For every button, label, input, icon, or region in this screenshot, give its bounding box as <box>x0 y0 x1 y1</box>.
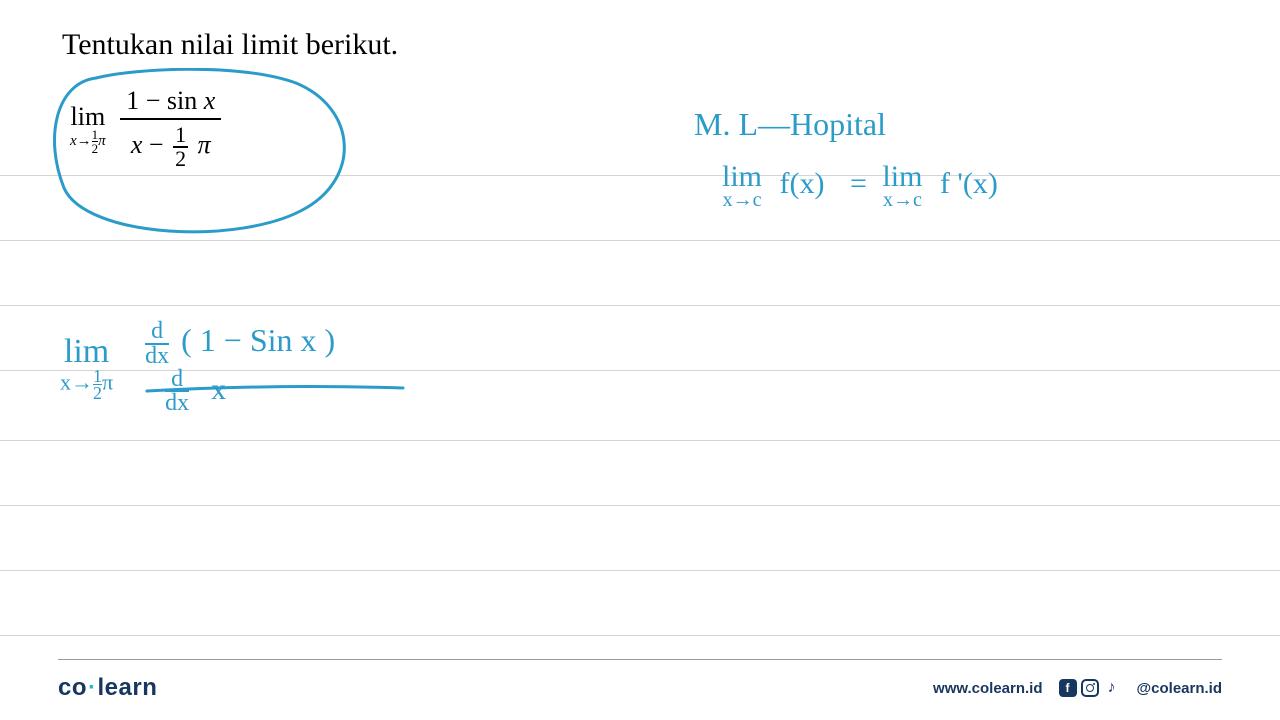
d-den: dx <box>145 343 169 368</box>
work-lim: lim x→12π <box>60 334 113 401</box>
lim-sub-arrow: → <box>77 132 92 148</box>
lim-sub: x→c <box>722 190 762 210</box>
derivative-working: lim x→12π d dx ( 1 − Sin x ) d dx <box>60 320 405 415</box>
half-d: 2 <box>93 384 102 401</box>
fprime: f '(x) <box>940 167 998 200</box>
num-expr: ( 1 − Sin x ) <box>181 322 335 358</box>
half-num: 1 <box>173 124 188 146</box>
page: Tentukan nilai limit berikut. lim x→12π … <box>0 0 1280 720</box>
den-expr: x <box>211 373 226 406</box>
facebook-icon: f <box>1059 679 1077 697</box>
ddx-top: d dx <box>145 320 169 368</box>
logo-learn: learn <box>98 674 158 701</box>
lim-word: lim <box>722 162 762 192</box>
sub-half: 12 <box>93 368 102 401</box>
d-num: d <box>145 320 169 343</box>
half-n: 1 <box>93 368 102 384</box>
sub-xarrow: x→ <box>60 369 93 394</box>
d-num: d <box>165 368 189 391</box>
lim-symbol: lim x→12π <box>70 104 106 155</box>
numerator: 1 − sin x <box>120 88 221 118</box>
footer-handle: @colearn.id <box>1137 680 1222 697</box>
denominator: x − 12 π <box>120 118 221 170</box>
denom-half: 12 <box>173 124 188 170</box>
social-icons: f ♪ <box>1059 679 1121 697</box>
lim-word: lim <box>882 162 922 192</box>
lim-right: lim x→c <box>882 162 922 210</box>
half-den: 2 <box>173 146 188 170</box>
footer: co·learn www.colearn.id f ♪ @colearn.id <box>58 659 1222 702</box>
lim-sub-pi: π <box>98 132 106 148</box>
derivative-fraction: d dx ( 1 − Sin x ) d dx x <box>145 320 405 415</box>
lim-left: lim x→c <box>722 162 762 210</box>
lhopital-rule: lim x→c f(x) = lim x→c f '(x) <box>722 162 998 210</box>
num-text: 1 − sin <box>126 86 204 115</box>
page-title: Tentukan nilai limit berikut. <box>62 28 398 62</box>
num-var: x <box>204 86 216 115</box>
instagram-icon <box>1081 679 1099 697</box>
footer-url: www.colearn.id <box>933 680 1042 697</box>
work-lim-sub: x→12π <box>60 368 113 401</box>
den-minus: − <box>142 130 170 159</box>
d-den: dx <box>165 390 189 415</box>
brand-logo: co·learn <box>58 674 157 702</box>
ddx-bottom: d dx <box>165 368 189 416</box>
method-label: M. L—Hopital <box>694 106 886 143</box>
lim-subscript: x→12π <box>70 128 106 155</box>
main-fraction: 1 − sin x x − 12 π <box>120 88 221 170</box>
ruled-line <box>0 440 1280 441</box>
limit-problem: lim x→12π 1 − sin x x − 12 π <box>70 88 221 170</box>
lim-sub: x→c <box>882 190 922 210</box>
logo-co: co <box>58 674 87 701</box>
logo-dot: · <box>88 674 97 701</box>
ruled-line <box>0 570 1280 571</box>
ruled-line <box>0 505 1280 506</box>
den-pi: π <box>191 130 211 159</box>
footer-right: www.colearn.id f ♪ @colearn.id <box>933 679 1222 697</box>
ruled-line <box>0 175 1280 176</box>
deriv-numerator: d dx ( 1 − Sin x ) <box>145 320 405 368</box>
lim-word: lim <box>60 334 113 370</box>
tiktok-icon: ♪ <box>1103 679 1121 697</box>
fx: f(x) <box>780 167 825 200</box>
ruled-line <box>0 635 1280 636</box>
sub-pi: π <box>102 369 113 394</box>
equals: = <box>850 167 867 200</box>
den-x: x <box>131 130 143 159</box>
lim-word: lim <box>71 102 106 131</box>
lim-sub-x: x <box>70 132 77 148</box>
ruled-line <box>0 305 1280 306</box>
ruled-line <box>0 240 1280 241</box>
